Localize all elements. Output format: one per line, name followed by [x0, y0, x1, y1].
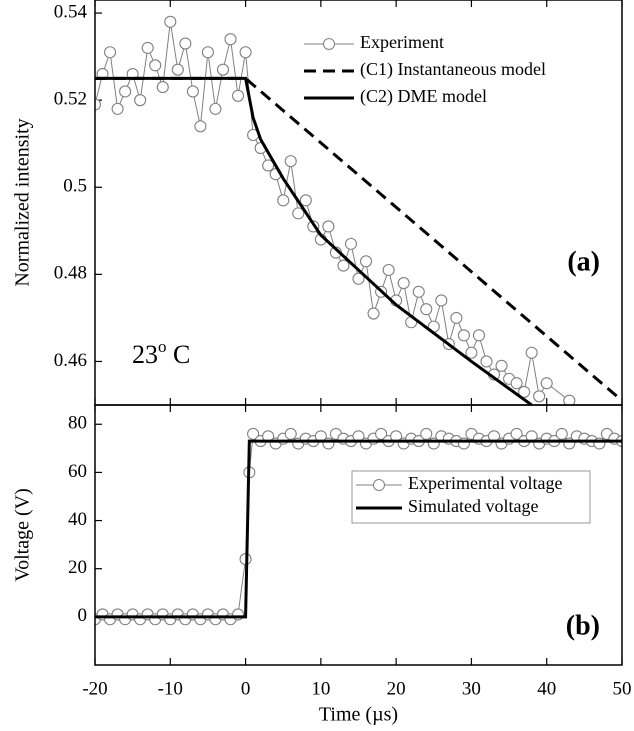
legend-label: Simulated voltage [408, 496, 538, 516]
data-point [510, 427, 523, 440]
data-point [472, 329, 486, 342]
annotation-part: 23 [132, 340, 158, 369]
data-point [216, 63, 230, 76]
data-point [337, 259, 350, 272]
data-point [262, 159, 275, 172]
data-point [179, 37, 192, 50]
data-point [382, 263, 395, 277]
y-axis-label: Voltage (V) [12, 488, 34, 582]
data-point [224, 33, 237, 46]
series-line [95, 76, 533, 405]
data-point [344, 237, 358, 250]
series-line [95, 432, 622, 620]
data-point [397, 277, 410, 290]
data-point [277, 194, 290, 207]
data-point [119, 85, 132, 98]
x-tick-label: 10 [311, 678, 330, 699]
x-tick-label: -10 [158, 678, 183, 699]
data-point [104, 46, 117, 59]
y-tick-label: 60 [68, 461, 87, 482]
data-point [141, 41, 154, 54]
legend-label: (C2) DME model [360, 86, 487, 107]
y-tick-label: 0.52 [54, 89, 87, 110]
data-point [465, 346, 478, 359]
data-point [209, 102, 222, 115]
data-point [518, 385, 531, 398]
data-point [563, 394, 576, 405]
legend-label: (C1) Instantaneous model [360, 59, 546, 80]
data-point [284, 427, 297, 440]
x-tick-label: 30 [462, 678, 481, 699]
data-point [239, 46, 252, 59]
series-line [95, 76, 622, 402]
data-point [284, 155, 297, 168]
x-tick-label: 20 [387, 678, 406, 699]
data-point [367, 307, 380, 320]
y-tick-label: 80 [68, 413, 87, 434]
x-tick-label: 50 [613, 678, 632, 699]
data-point [95, 98, 102, 111]
legend-marker [373, 479, 385, 491]
y-tick-label: 0.48 [54, 263, 87, 284]
data-point [352, 272, 365, 285]
data-point [194, 120, 207, 133]
data-point [450, 311, 463, 324]
panel-label: (a) [567, 246, 600, 277]
plot-frame [94, 404, 623, 666]
data-point [525, 346, 538, 359]
legend-label: Experimental voltage [408, 473, 562, 493]
legend-label: Experiment [360, 32, 444, 52]
data-point [322, 220, 335, 233]
data-point [533, 390, 546, 403]
data-point [495, 359, 508, 372]
annotation: 23o C [132, 337, 190, 369]
data-point [186, 85, 199, 98]
data-point [555, 427, 568, 440]
x-axis-label: Time (µs) [319, 704, 398, 726]
data-point [420, 303, 433, 316]
plot-area [95, 15, 622, 405]
data-point [111, 102, 124, 115]
data-point [375, 427, 388, 440]
data-point [412, 285, 425, 298]
panel-label: (b) [566, 610, 600, 641]
data-point [359, 255, 373, 268]
x-tick-label: 0 [241, 678, 251, 699]
data-point [420, 427, 433, 440]
data-point [231, 89, 245, 102]
y-tick-label: 0.5 [63, 176, 87, 197]
y-tick-label: 0.54 [54, 1, 88, 22]
data-point [134, 94, 147, 107]
y-tick-label: 0 [78, 605, 88, 626]
legend-marker [323, 38, 335, 50]
x-tick-label: -20 [82, 678, 107, 699]
y-tick-label: 40 [68, 509, 87, 530]
data-point [164, 15, 177, 28]
data-point [540, 377, 553, 390]
data-point [299, 194, 312, 207]
data-point [480, 355, 493, 368]
data-point [171, 63, 184, 76]
data-point [510, 377, 523, 390]
legend-box [351, 470, 591, 524]
data-point [201, 46, 214, 59]
data-point [292, 207, 305, 220]
data-point [156, 81, 169, 94]
y-tick-label: 0.46 [54, 350, 87, 371]
annotation-part: o [158, 337, 167, 356]
data-point [457, 329, 470, 342]
data-point [247, 427, 260, 440]
plot-area [95, 427, 622, 626]
x-tick-label: 40 [537, 678, 556, 699]
series-line [95, 439, 622, 619]
data-point [435, 294, 448, 307]
data-point [149, 59, 162, 72]
y-axis-label: Normalized intensity [12, 118, 34, 286]
y-tick-label: 20 [68, 557, 87, 578]
annotation-part: C [167, 340, 191, 369]
